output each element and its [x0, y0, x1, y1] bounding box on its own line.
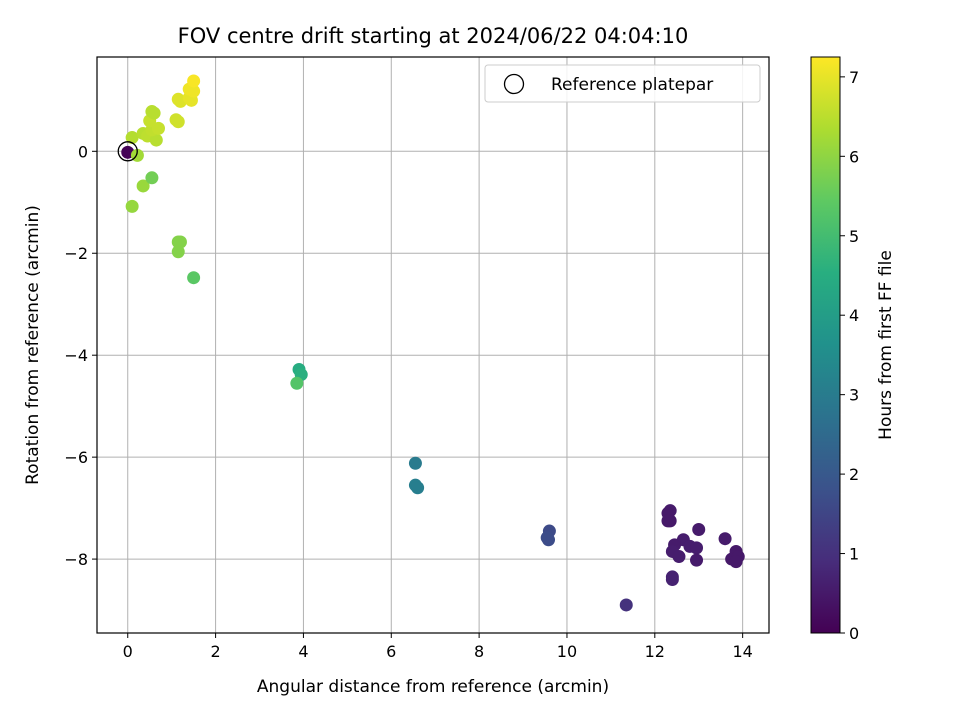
colorbar-tick-label: 3 — [849, 386, 859, 405]
colorbar-tick-label: 0 — [849, 624, 859, 643]
colorbar-frame — [810, 56, 841, 634]
data-point — [125, 131, 139, 145]
chart-title: FOV centre drift starting at 2024/06/22 … — [178, 24, 689, 48]
x-tick-label: 8 — [474, 642, 484, 661]
data-point — [136, 179, 150, 193]
reference-marker-layer — [117, 141, 138, 162]
x-tick-label: 6 — [386, 642, 396, 661]
data-point — [171, 115, 185, 129]
data-point — [171, 245, 185, 259]
legend-box — [484, 64, 761, 103]
colorbar-tick-label: 2 — [849, 465, 859, 484]
data-point — [290, 376, 304, 390]
data-point — [672, 550, 686, 564]
x-tick-label: 2 — [210, 642, 220, 661]
x-tick-label: 0 — [123, 642, 133, 661]
data-point — [147, 106, 161, 120]
y-axis-label: Rotation from reference (arcmin) — [23, 205, 43, 485]
x-axis-label: Angular distance from reference (arcmin) — [257, 677, 609, 697]
x-tick-label: 12 — [645, 642, 665, 661]
data-point — [690, 553, 704, 567]
colorbar: 0 1 2 3 4 5 6 7 Hours from first FF file — [810, 56, 896, 643]
data-point — [665, 572, 679, 586]
colorbar-gradient — [811, 57, 840, 633]
data-point — [173, 235, 187, 249]
y-tick-label: −8 — [64, 550, 88, 569]
data-point — [408, 456, 422, 470]
y-tick-label: −4 — [64, 346, 88, 365]
x-tick-label: 4 — [298, 642, 308, 661]
data-point — [661, 514, 675, 528]
x-tick-label: 10 — [557, 642, 577, 661]
data-point — [718, 532, 732, 546]
colorbar-tick-label: 1 — [849, 545, 859, 564]
colorbar-tick-label: 4 — [849, 306, 859, 325]
data-point — [619, 598, 633, 612]
colorbar-ticks: 0 1 2 3 4 5 6 7 — [840, 68, 859, 643]
data-point — [692, 523, 706, 537]
legend: Reference platepar — [484, 64, 761, 103]
data-point — [542, 533, 556, 547]
data-point — [151, 121, 165, 135]
colorbar-tick-label: 5 — [849, 227, 859, 246]
y-tick-label: −6 — [64, 448, 88, 467]
data-points — [121, 74, 745, 612]
y-tick-label: 0 — [78, 142, 88, 161]
grid — [97, 57, 769, 633]
reference-platepar-marker — [117, 141, 138, 162]
data-point — [145, 171, 159, 185]
legend-marker-icon — [503, 73, 525, 95]
data-point — [149, 133, 163, 147]
data-point — [187, 271, 201, 285]
x-tick-label: 14 — [732, 642, 752, 661]
colorbar-label: Hours from first FF file — [876, 250, 896, 440]
data-point — [690, 541, 704, 555]
data-point — [729, 555, 743, 569]
x-axis-ticks: 0 2 4 6 8 10 12 14 — [123, 633, 753, 661]
data-point — [411, 481, 425, 495]
plot-frame — [96, 56, 770, 634]
y-tick-label: −2 — [64, 244, 88, 263]
legend-label: Reference platepar — [551, 75, 713, 95]
colorbar-tick-label: 6 — [849, 147, 859, 166]
data-point — [187, 74, 201, 88]
colorbar-tick-label: 7 — [849, 68, 859, 87]
y-axis-ticks: −8 −6 −4 −2 0 — [64, 142, 97, 569]
data-point — [125, 199, 139, 213]
